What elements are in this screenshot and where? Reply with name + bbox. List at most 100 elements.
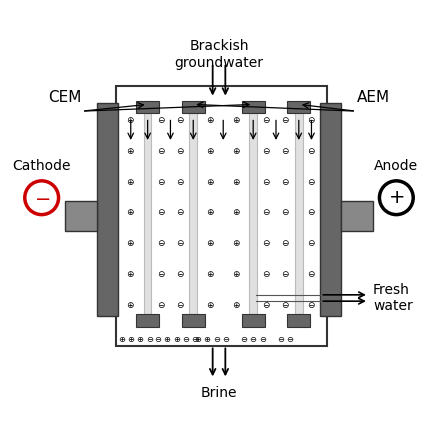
Text: Brine: Brine xyxy=(201,386,237,400)
Text: $\ominus$: $\ominus$ xyxy=(286,334,294,344)
Bar xyxy=(242,314,265,326)
Text: $\oplus$: $\oplus$ xyxy=(206,238,215,249)
Text: $\ominus$: $\ominus$ xyxy=(182,334,190,344)
Text: $\ominus$: $\ominus$ xyxy=(262,146,271,156)
Text: $\ominus$: $\ominus$ xyxy=(176,207,184,218)
Text: $\oplus$: $\oplus$ xyxy=(206,300,215,310)
Text: $\oplus$: $\oplus$ xyxy=(127,238,135,249)
Text: $+$: $+$ xyxy=(388,188,405,207)
Text: $\ominus$: $\ominus$ xyxy=(156,176,165,187)
Bar xyxy=(249,101,257,314)
Text: $\ominus$: $\ominus$ xyxy=(176,238,184,249)
Text: $\ominus$: $\ominus$ xyxy=(262,300,271,310)
Text: $\ominus$: $\ominus$ xyxy=(307,115,316,125)
Bar xyxy=(96,103,118,316)
Text: $\ominus$: $\ominus$ xyxy=(176,146,184,156)
Text: $\ominus$: $\ominus$ xyxy=(307,146,316,156)
Text: $\ominus$: $\ominus$ xyxy=(281,238,290,249)
Text: $\ominus$: $\ominus$ xyxy=(262,269,271,279)
Text: $\ominus$: $\ominus$ xyxy=(307,207,316,218)
Text: $\ominus$: $\ominus$ xyxy=(277,334,285,344)
Text: $\ominus$: $\ominus$ xyxy=(307,300,316,310)
Bar xyxy=(144,101,152,314)
Bar xyxy=(287,314,311,326)
Text: $\oplus$: $\oplus$ xyxy=(127,115,135,125)
Text: $\oplus$: $\oplus$ xyxy=(173,334,181,344)
Bar xyxy=(242,101,265,113)
Text: $\oplus$: $\oplus$ xyxy=(232,176,241,187)
Text: $\oplus$: $\oplus$ xyxy=(127,176,135,187)
Text: $\oplus$: $\oplus$ xyxy=(127,334,135,344)
Bar xyxy=(136,314,159,326)
Text: $\ominus$: $\ominus$ xyxy=(262,207,271,218)
Bar xyxy=(65,201,97,232)
Text: Fresh
water: Fresh water xyxy=(373,283,413,313)
Bar xyxy=(320,103,342,316)
Text: $\oplus$: $\oplus$ xyxy=(194,334,202,344)
Text: $\ominus$: $\ominus$ xyxy=(176,115,184,125)
Bar xyxy=(182,101,205,113)
Bar xyxy=(341,201,373,232)
Text: $\ominus$: $\ominus$ xyxy=(281,146,290,156)
Text: $\ominus$: $\ominus$ xyxy=(156,146,165,156)
Text: $\ominus$: $\ominus$ xyxy=(262,238,271,249)
Text: $\ominus$: $\ominus$ xyxy=(307,269,316,279)
Bar xyxy=(190,101,197,314)
Text: $\ominus$: $\ominus$ xyxy=(155,334,163,344)
Text: $\ominus$: $\ominus$ xyxy=(145,334,154,344)
Text: $\ominus$: $\ominus$ xyxy=(281,176,290,187)
Text: $\oplus$: $\oplus$ xyxy=(206,207,215,218)
Text: $\oplus$: $\oplus$ xyxy=(163,334,172,344)
Text: $\ominus$: $\ominus$ xyxy=(281,269,290,279)
Text: AEM: AEM xyxy=(357,90,390,105)
Text: $\ominus$: $\ominus$ xyxy=(307,176,316,187)
Text: $\oplus$: $\oplus$ xyxy=(232,269,241,279)
Text: Anode: Anode xyxy=(374,159,418,173)
Text: $\ominus$: $\ominus$ xyxy=(176,300,184,310)
Text: $\ominus$: $\ominus$ xyxy=(250,334,258,344)
Text: $\ominus$: $\ominus$ xyxy=(240,334,248,344)
Text: $\ominus$: $\ominus$ xyxy=(176,269,184,279)
Text: $\oplus$: $\oplus$ xyxy=(127,207,135,218)
Text: $\ominus$: $\ominus$ xyxy=(213,334,221,344)
Text: $\ominus$: $\ominus$ xyxy=(281,115,290,125)
Text: $\oplus$: $\oplus$ xyxy=(127,269,135,279)
Text: $\ominus$: $\ominus$ xyxy=(281,207,290,218)
Bar xyxy=(136,101,159,113)
Text: $\oplus$: $\oplus$ xyxy=(206,176,215,187)
Text: $\oplus$: $\oplus$ xyxy=(232,207,241,218)
Text: $\oplus$: $\oplus$ xyxy=(232,146,241,156)
Text: $-$: $-$ xyxy=(34,188,50,207)
Text: $\ominus$: $\ominus$ xyxy=(176,176,184,187)
Text: Cathode: Cathode xyxy=(12,159,71,173)
Text: $\oplus$: $\oplus$ xyxy=(206,115,215,125)
Text: $\ominus$: $\ominus$ xyxy=(156,207,165,218)
Text: $\ominus$: $\ominus$ xyxy=(307,238,316,249)
Text: $\ominus$: $\ominus$ xyxy=(262,115,271,125)
Text: $\oplus$: $\oplus$ xyxy=(127,146,135,156)
Text: $\oplus$: $\oplus$ xyxy=(203,334,211,344)
Text: $\oplus$: $\oplus$ xyxy=(118,334,126,344)
Text: $\ominus$: $\ominus$ xyxy=(156,115,165,125)
Bar xyxy=(287,101,311,113)
Text: $\ominus$: $\ominus$ xyxy=(262,176,271,187)
Text: $\ominus$: $\ominus$ xyxy=(259,334,267,344)
Text: $\ominus$: $\ominus$ xyxy=(156,238,165,249)
Text: $\ominus$: $\ominus$ xyxy=(156,300,165,310)
Text: $\oplus$: $\oplus$ xyxy=(206,269,215,279)
Text: CEM: CEM xyxy=(48,90,81,105)
Text: $\oplus$: $\oplus$ xyxy=(232,115,241,125)
Text: Brackish
groundwater: Brackish groundwater xyxy=(174,40,264,70)
Text: $\ominus$: $\ominus$ xyxy=(281,300,290,310)
Bar xyxy=(182,314,205,326)
Text: $\ominus$: $\ominus$ xyxy=(156,269,165,279)
Text: $\oplus$: $\oplus$ xyxy=(127,300,135,310)
Text: $\oplus$: $\oplus$ xyxy=(206,146,215,156)
Bar xyxy=(116,86,327,346)
Bar xyxy=(295,101,303,314)
Text: $\oplus$: $\oplus$ xyxy=(232,238,241,249)
Text: $\ominus$: $\ominus$ xyxy=(191,334,199,344)
Text: $\oplus$: $\oplus$ xyxy=(232,300,241,310)
Text: $\ominus$: $\ominus$ xyxy=(222,334,230,344)
Text: $\oplus$: $\oplus$ xyxy=(136,334,145,344)
